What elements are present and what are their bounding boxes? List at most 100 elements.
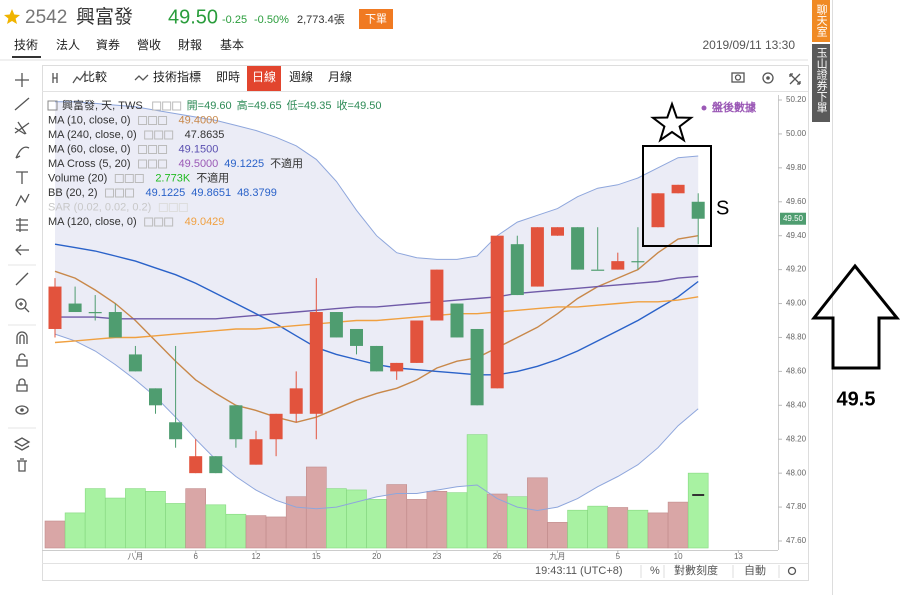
toolbar-button[interactable]: 比較 [83,69,107,84]
legend-icon[interactable] [162,101,172,111]
legend-icon[interactable] [138,116,148,125]
legend-icon[interactable] [158,159,168,169]
layers-tool[interactable] [13,437,31,451]
camera-icon[interactable] [731,72,745,83]
legend-icon[interactable] [125,188,135,198]
status-item[interactable]: 對數刻度 [674,563,718,577]
indicator-name[interactable]: BB (20, 2) [48,187,98,199]
legend-icon[interactable] [114,174,124,183]
lock-draw-tool[interactable] [16,353,28,367]
status-item[interactable]: % [650,565,660,577]
chat-button-label[interactable]: 聊天室 [815,3,828,37]
legend-icon[interactable] [154,130,164,140]
legend-icon[interactable] [164,217,174,227]
status-settings-icon[interactable] [787,566,797,576]
after-hours-label[interactable]: 盤後數據 [711,100,757,114]
broker-button-label[interactable]: 玉山證券下單 [815,47,828,113]
legend-icon[interactable] [134,174,144,183]
candle-body [631,261,645,263]
legend-icon[interactable] [144,130,154,140]
volume-bar [265,516,287,549]
symbol-icon [47,100,58,111]
toolbar-button[interactable]: 月線 [328,69,352,84]
indicator-name[interactable]: MA Cross (5, 20) [48,158,131,170]
magnet-tool[interactable] [16,331,28,344]
volume-bar [185,488,206,549]
status-item[interactable]: 自動 [744,563,766,577]
indicator-name[interactable]: MA (240, close, 0) [48,129,137,141]
indicator-name[interactable]: SAR (0.02, 0.02, 0.2) [48,201,151,213]
legend-icon[interactable] [105,188,115,198]
indicator-name[interactable]: MA (120, close, 0) [48,216,137,228]
zoom-tool[interactable] [15,298,27,310]
tab[interactable]: 技術 [14,38,38,52]
volume-bar [667,501,689,549]
legend-icon[interactable] [178,203,188,212]
volume-bar [446,492,468,549]
favorite-star[interactable] [4,9,20,24]
order-button[interactable] [359,9,393,29]
toolbar-button[interactable]: 週線 [289,69,313,84]
tab[interactable]: 資券 [96,37,120,52]
fullscreen-icon[interactable] [789,73,801,85]
brush-tool[interactable] [15,146,30,159]
legend-icon[interactable] [164,130,174,140]
order-button-label[interactable]: 下單 [365,12,387,25]
legend-icon[interactable] [158,203,168,212]
legend-icon[interactable] [152,101,162,111]
legend-icon[interactable] [148,116,158,125]
text-tool[interactable] [16,171,28,184]
indicator-name[interactable]: MA (10, close, 0) [48,114,131,126]
indicator-icon[interactable] [134,74,149,81]
settings-icon[interactable] [762,72,774,84]
lock-tool[interactable] [16,378,28,392]
legend-icon[interactable] [168,203,178,212]
legend-icon[interactable] [158,116,168,125]
volume-bar [366,499,387,549]
line-tool[interactable] [14,97,30,111]
measure-tool[interactable] [15,272,29,286]
legend-icon[interactable] [138,159,148,169]
tab[interactable]: 財報 [178,37,202,52]
toolbar-button[interactable]: 日線 [252,69,276,84]
visibility-tool[interactable] [15,405,29,415]
chat-button[interactable] [812,0,830,42]
legend-icon[interactable] [148,145,158,154]
trade-volume: 2,773.4張 [297,13,345,26]
volume-bar [125,488,146,549]
delete-tool[interactable] [17,458,27,472]
legend-icon[interactable] [144,217,154,227]
volume-bar [225,513,247,549]
star-annotation [650,100,694,143]
toolbar-button[interactable]: 技術指標 [153,69,201,84]
pattern-tool[interactable] [15,193,30,207]
legend-icon[interactable] [148,159,158,169]
x-tick-label: 八月 [127,552,143,561]
crosshair-tool[interactable] [15,73,29,87]
toolbar-button[interactable]: 即時 [216,70,240,84]
fib-tool[interactable] [14,121,30,135]
indicator-line [54,235,699,424]
datetime: 2019/09/11 13:30 [702,38,795,52]
legend-icon[interactable] [138,145,148,154]
legend-icon[interactable] [154,217,164,227]
tab[interactable]: 基本 [220,38,244,52]
price-tag-label: 49.50 [783,214,804,223]
tab[interactable]: 營收 [137,38,161,52]
legend-icon[interactable] [115,188,125,198]
candle-body [209,456,223,474]
indicator-name[interactable]: Volume (20) [48,172,107,184]
bollinger-line [55,101,699,260]
back-tool[interactable] [15,244,29,256]
legend-icon[interactable] [172,101,182,111]
indicator-value: 49.1500 [179,143,219,155]
legend-icon[interactable] [158,145,168,154]
compare-icon[interactable] [52,72,86,84]
legend-icon[interactable] [124,174,134,183]
price-tag [780,212,806,225]
tab[interactable]: 法人 [56,38,80,52]
indicator-name[interactable]: MA (60, close, 0) [48,143,131,155]
projection-tool[interactable] [16,218,28,232]
broker-button[interactable] [812,44,830,122]
y-tick-label: 49.80 [786,163,807,172]
